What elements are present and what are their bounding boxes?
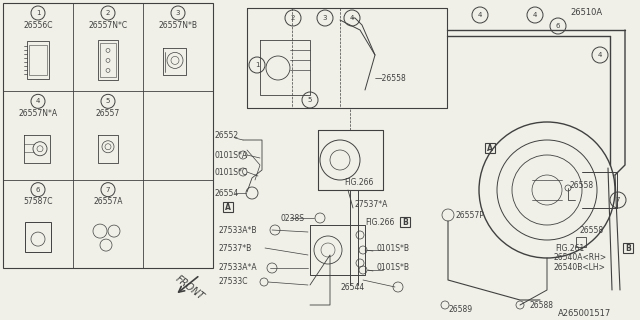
Text: 26557: 26557 [96, 109, 120, 118]
Bar [27, 41, 49, 79]
Bar [98, 40, 118, 80]
Text: A: A [225, 203, 231, 212]
Text: 26557N*C: 26557N*C [88, 20, 127, 29]
Bar [623, 243, 633, 253]
Text: 26557P: 26557P [455, 211, 484, 220]
Text: 26589: 26589 [448, 306, 472, 315]
Text: 27533A*A: 27533A*A [218, 263, 257, 273]
Text: —26558: —26558 [375, 74, 407, 83]
Text: 4: 4 [598, 52, 602, 58]
Text: 4: 4 [36, 98, 40, 104]
Text: 26544: 26544 [340, 284, 364, 292]
Text: 26540B<LH>: 26540B<LH> [554, 262, 606, 271]
Bar [100, 44, 116, 77]
Text: 0238S: 0238S [280, 213, 304, 222]
Bar [576, 237, 586, 247]
Text: 4: 4 [478, 12, 482, 18]
Text: 26558: 26558 [570, 180, 594, 189]
Text: 26510A: 26510A [570, 7, 602, 17]
Bar [25, 222, 51, 252]
Text: 27533C: 27533C [218, 277, 248, 286]
Text: A265001517: A265001517 [558, 309, 611, 318]
Text: 0101S*A: 0101S*A [214, 150, 247, 159]
Text: 6: 6 [556, 23, 560, 29]
Text: 26588: 26588 [530, 300, 554, 309]
Text: FIG.261: FIG.261 [555, 244, 584, 252]
Text: A: A [487, 143, 493, 153]
Text: 6: 6 [36, 187, 40, 193]
Text: 26556C: 26556C [23, 20, 52, 29]
Text: 4: 4 [350, 15, 354, 21]
Text: 27537*B: 27537*B [218, 244, 252, 252]
Text: 57587C: 57587C [23, 197, 52, 206]
Text: 0101S*B: 0101S*B [376, 244, 409, 252]
Text: 26540A<RH>: 26540A<RH> [554, 253, 607, 262]
Text: FIG.266: FIG.266 [344, 178, 373, 187]
Text: 26552: 26552 [214, 131, 238, 140]
Text: 2: 2 [291, 15, 295, 21]
Bar [223, 202, 233, 212]
Text: 1: 1 [36, 10, 40, 16]
Text: B: B [625, 244, 631, 252]
Bar [485, 143, 495, 153]
Text: 26554: 26554 [214, 188, 238, 197]
Bar [400, 217, 410, 227]
Text: FRONT: FRONT [174, 274, 206, 302]
Text: 26557N*A: 26557N*A [19, 109, 58, 118]
Text: 2: 2 [106, 10, 110, 16]
Text: 3: 3 [176, 10, 180, 16]
Text: 3: 3 [323, 15, 327, 21]
Text: 5: 5 [106, 98, 110, 104]
Text: 26558: 26558 [580, 226, 604, 235]
Text: 27537*A: 27537*A [354, 199, 387, 209]
Text: B: B [402, 218, 408, 227]
Bar [3, 3, 213, 268]
Text: 27533A*B: 27533A*B [218, 226, 257, 235]
Text: 7: 7 [616, 197, 620, 203]
Text: 26557A: 26557A [93, 197, 123, 206]
Text: 0101S*B: 0101S*B [376, 263, 409, 273]
Text: 7: 7 [106, 187, 110, 193]
Bar [29, 45, 47, 76]
Text: 0101S*C: 0101S*C [214, 167, 247, 177]
Text: 5: 5 [308, 97, 312, 103]
Text: 26557N*B: 26557N*B [159, 20, 198, 29]
Text: 4: 4 [533, 12, 537, 18]
Text: FIG.266: FIG.266 [365, 218, 394, 227]
Text: 1: 1 [255, 62, 259, 68]
